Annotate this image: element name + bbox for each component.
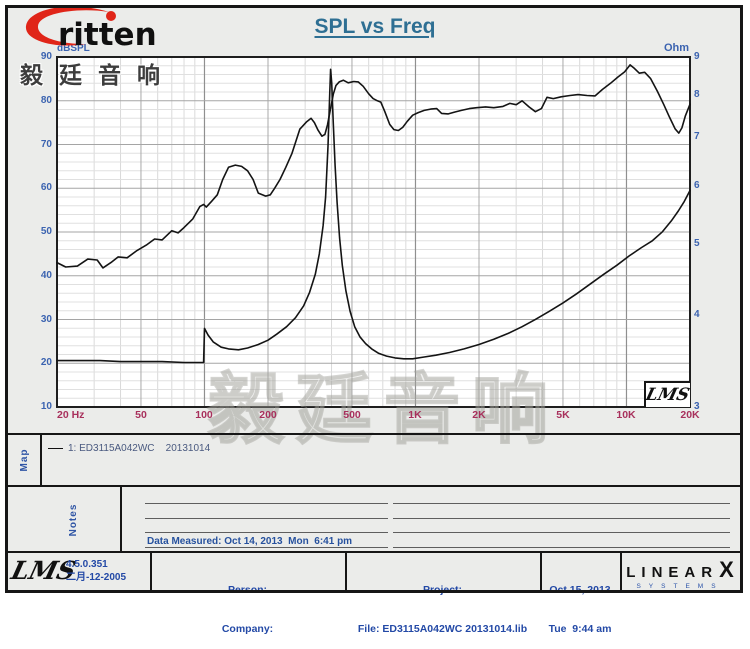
lms-chart-logo-box: LMS (643, 381, 693, 407)
axis-tick-label: 6 (694, 180, 700, 191)
axis-tick-label: 20 Hz (57, 409, 85, 421)
axis-tick-label: 90 (40, 51, 52, 62)
notes-section (8, 487, 742, 553)
notes-section-label: Notes (68, 503, 79, 537)
axis-tick-label: 50 (40, 226, 52, 237)
footer-divider (150, 553, 152, 591)
series-impedance (56, 68, 691, 364)
notes-rule-line (145, 503, 388, 504)
axis-tick-label: 5 (694, 238, 700, 249)
linearx-x: X (719, 557, 734, 582)
project-cell: Project: File: ED3115A042WC 20131014.lib (347, 558, 538, 649)
footer-divider (345, 553, 347, 591)
right-axis-title: Ohm (664, 42, 690, 54)
axis-tick-label: 100 (195, 409, 213, 421)
axis-tick-label: 10K (616, 409, 636, 421)
notes-rule-line (393, 518, 730, 519)
axis-tick-label: 7 (694, 131, 700, 142)
axis-tick-label: 80 (40, 95, 52, 106)
chart-grid (56, 56, 691, 408)
legend-line-sample (48, 448, 63, 449)
axis-tick-label: 40 (40, 270, 52, 281)
axis-tick-label: 500 (343, 409, 361, 421)
linearx-systems: SYSTEMS (636, 583, 724, 590)
map-divider (40, 435, 42, 485)
notes-rule-line (393, 547, 730, 548)
axis-tick-label: 10 (40, 401, 52, 412)
project-label: Project: (422, 584, 463, 596)
notes-rule-line (145, 518, 388, 519)
notes-rule-line (145, 532, 388, 533)
axis-tick-label: 60 (40, 182, 52, 193)
footer-date: Oct 15, 2013 (549, 584, 611, 596)
notes-rule-line (393, 503, 730, 504)
axis-tick-label: 50 (135, 409, 147, 421)
notes-divider (120, 487, 122, 553)
watermark-text: 毅廷音响 (207, 364, 560, 455)
company-name-chinese: 毅廷音响 (20, 62, 176, 89)
eritten-logo: ritten (25, 6, 157, 53)
legend-text: 1: ED3115A042WC 20131014 (68, 443, 211, 454)
axis-tick-label: 30 (40, 314, 52, 325)
company-label: Company: (221, 623, 274, 635)
axis-tick-label: 20K (680, 409, 700, 421)
logo-swoosh-icon (25, 6, 109, 46)
notes-rule-line (393, 532, 730, 533)
left-axis-title: dBSPL (57, 43, 90, 54)
axis-tick-label: 70 (40, 139, 52, 150)
map-legend: 1: ED3115A042WC 20131014 (48, 443, 210, 454)
axis-tick-label: 200 (259, 409, 277, 421)
version-number: 4.5.0.351 (66, 559, 108, 570)
footer-divider (620, 553, 622, 591)
logo-wordmark: ritten (58, 17, 157, 53)
footer-time: Tue 9:44 am (548, 623, 612, 635)
footer-divider (540, 553, 542, 591)
lms-chart-logo: LMS (643, 385, 693, 405)
person-label: Person: (227, 584, 268, 596)
axis-tick-label: 9 (694, 51, 700, 62)
axis-tick-label: 3 (694, 401, 700, 412)
axis-tick-label: 20 (40, 357, 52, 368)
chart-title: SPL vs Freq (314, 15, 436, 38)
person-company-cell: Person: Company: (152, 558, 343, 649)
map-section (8, 433, 742, 487)
axis-tick-label: 2K (472, 409, 486, 421)
logo-dot-icon (106, 11, 116, 21)
axis-tick-label: 4 (694, 309, 700, 320)
version-date: 二月-12-2005 (66, 572, 127, 583)
notes-rule-line (145, 547, 388, 548)
axis-tick-label: 5K (556, 409, 570, 421)
chart-curves (56, 64, 691, 364)
axis-tick-label: 1K (408, 409, 422, 421)
map-section-label: Map (19, 448, 30, 472)
linearx-wordmark: LINEAR (626, 564, 719, 581)
linearx-logo: LINEAR X SYSTEMS (622, 557, 738, 590)
series-spl (56, 64, 691, 269)
axis-tick-label: 8 (694, 89, 700, 100)
data-measured-note: Data Measured: Oct 14, 2013 Mon 6:41 pm (147, 536, 353, 547)
version-block: 4.5.0.351 二月-12-2005 (66, 558, 126, 584)
date-time-cell: Oct 15, 2013 Tue 9:44 am (542, 558, 618, 649)
project-file: File: ED3115A042WC 20131014.lib (357, 623, 528, 635)
chart-title-wrap: SPL vs Freq (0, 15, 750, 39)
